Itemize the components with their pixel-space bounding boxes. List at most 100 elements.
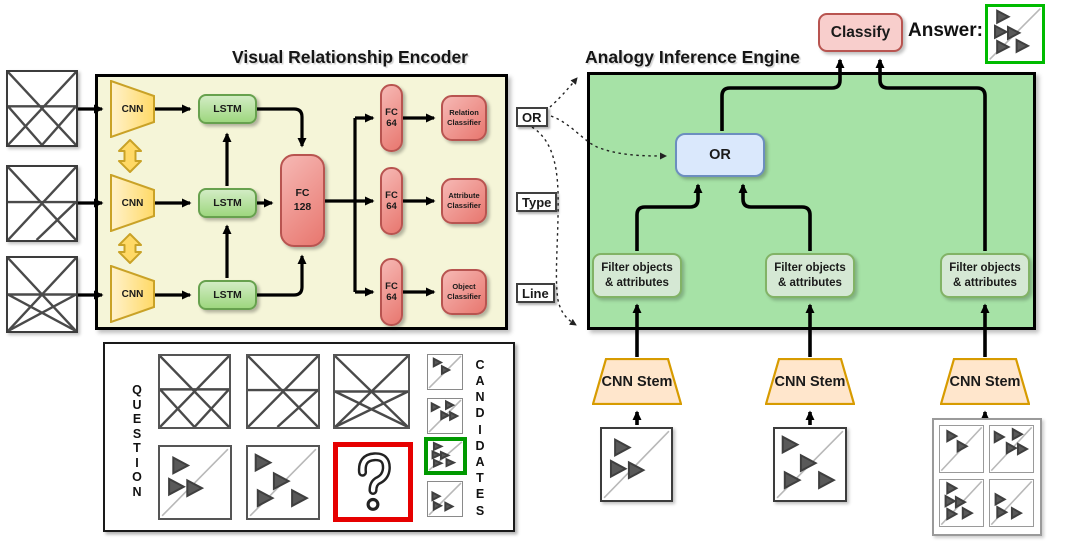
grid-candidate-4 (989, 479, 1034, 527)
cnn-stem-trapezoid-icon (940, 358, 1030, 405)
relation-routing-dashed-arrows (531, 77, 667, 326)
encoder-arrows (78, 104, 436, 300)
grid-candidate-1 (939, 425, 984, 473)
cnn-stem-1: CNN Stem (592, 358, 682, 405)
fc64-line1: FC (385, 280, 398, 292)
triangle-shape (947, 483, 956, 493)
fc64-block-3: FC 64 (380, 258, 403, 326)
triangle-shape (442, 366, 449, 373)
candidates-grid-input (932, 418, 1042, 536)
weight-share-double-arrows (118, 139, 142, 264)
cnn-block-3: CNN (110, 265, 155, 323)
classifier-line2: Classifier (447, 292, 481, 301)
answer-label: Answer: (908, 20, 983, 41)
triangle-shape (292, 490, 307, 506)
cnn-label: CNN (121, 103, 144, 115)
triangle-shape (615, 440, 629, 456)
triangle-shape (432, 403, 439, 410)
candidate-3-correct (424, 437, 467, 475)
fc64-line2: 64 (386, 118, 397, 129)
triangle-shape (1013, 429, 1022, 439)
triangle-shape (434, 443, 441, 450)
filter-line2: & attributes (778, 276, 842, 289)
output-label-relation: OR (516, 107, 548, 127)
triangle-shape (997, 507, 1006, 517)
triangle-shape (819, 472, 834, 488)
triangle-shape (1018, 444, 1027, 454)
lstm-block-1: LSTM (198, 94, 257, 124)
cnn-block-1: CNN (110, 80, 155, 138)
triangle-shape (434, 460, 441, 467)
triangle-shape (433, 452, 440, 459)
triangle-shape (946, 496, 955, 506)
output-label-attribute: Type (516, 192, 558, 212)
filter-block-1: Filter objects & attributes (592, 253, 682, 298)
lstm-block-3: LSTM (198, 280, 257, 310)
relation-classifier: Relation Classifier (441, 95, 487, 141)
cnn-stem-2: CNN Stem (765, 358, 855, 405)
filter-line1: Filter objects (601, 261, 673, 274)
filter-block-2: Filter objects & attributes (765, 253, 855, 298)
triangle-shape (958, 441, 967, 451)
classifier-line1: Object (452, 281, 476, 291)
double-arrow-icon (118, 139, 142, 173)
triangle-shape (434, 359, 441, 366)
fc64-line2: 64 (386, 201, 397, 212)
answer-image (985, 4, 1045, 64)
encoder-title: Visual Relationship Encoder (232, 47, 468, 67)
candidate-1 (427, 354, 463, 390)
filter-line2: & attributes (605, 276, 669, 289)
triangle-shape (445, 503, 452, 510)
question-cell-r1c3 (333, 354, 410, 429)
cnn-stem-label: CNN Stem (601, 373, 673, 390)
fc64-line2: 64 (386, 292, 397, 303)
fc128-line1: FC (295, 187, 310, 200)
grid-candidate-2 (989, 425, 1034, 473)
triangle-shape (274, 473, 289, 489)
candidate-4 (427, 481, 463, 517)
triangle-shape (169, 479, 184, 495)
attribute-classifier: Attribute Classifier (441, 178, 487, 224)
fc128-block: FC 128 (280, 154, 325, 247)
cnn-label: CNN (121, 197, 144, 209)
question-cell-r1c1 (158, 354, 231, 429)
triangle-shape (434, 502, 441, 509)
lstm-block-2: LSTM (198, 188, 257, 218)
object-classifier: Object Classifier (441, 269, 487, 315)
question-cell-r2c1 (158, 445, 232, 520)
output-label-object: Line (516, 283, 555, 303)
question-cell-r2c2 (246, 445, 320, 520)
input-image-2 (6, 165, 78, 242)
triangle-shape (611, 461, 625, 477)
filter-line1: Filter objects (774, 261, 846, 274)
triangle-shape (785, 472, 800, 488)
or-gate-block: OR (675, 133, 765, 177)
triangle-shape (1017, 40, 1028, 52)
candidate-2 (427, 398, 463, 434)
input-image-3 (6, 256, 78, 333)
triangle-shape (947, 431, 956, 441)
double-arrow-icon (118, 233, 142, 264)
filter-line1: Filter objects (949, 261, 1021, 274)
engine-title: Analogy Inference Engine (585, 47, 800, 67)
cnn-trapezoid-icon (110, 174, 155, 232)
fc64-block-2: FC 64 (380, 167, 403, 235)
triangle-shape (947, 509, 956, 519)
classifier-line1: Relation (449, 107, 479, 117)
triangle-shape (256, 455, 271, 471)
classify-block: Classify (818, 13, 903, 52)
cnn-trapezoid-icon (110, 265, 155, 323)
triangle-shape (1008, 27, 1019, 39)
triangle-shape (1012, 508, 1021, 518)
triangle-shape (441, 452, 448, 459)
question-mark-icon (357, 452, 391, 511)
input-image-1 (6, 70, 78, 147)
triangle-shape (447, 459, 454, 466)
triangle-shape (441, 412, 448, 419)
filter-line2: & attributes (953, 276, 1017, 289)
triangle-shape (173, 458, 188, 474)
fc64-block-1: FC 64 (380, 84, 403, 152)
